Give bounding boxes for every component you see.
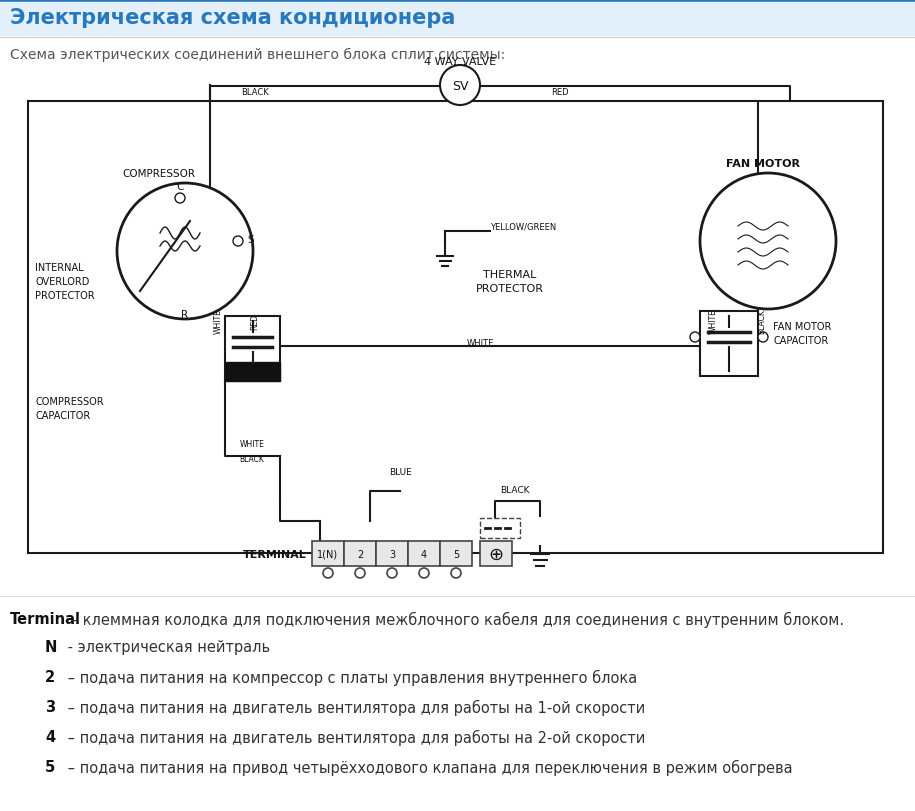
Circle shape [175, 194, 185, 204]
Text: FAN MOTOR: FAN MOTOR [726, 159, 800, 169]
Text: WHITE: WHITE [240, 440, 264, 449]
Bar [28, 102, 883, 553]
Text: WHITE: WHITE [467, 339, 494, 348]
Text: 2: 2 [45, 669, 55, 684]
Circle shape [419, 569, 429, 578]
Text: S: S [247, 234, 253, 245]
Circle shape [700, 174, 836, 310]
Text: 3: 3 [389, 549, 395, 559]
Circle shape [233, 237, 243, 247]
Text: Схема электрических соединений внешнего блока сплит системы:: Схема электрических соединений внешнего … [10, 48, 505, 62]
Text: BLUE: BLUE [389, 467, 412, 476]
Text: R: R [181, 310, 188, 320]
Bar [480, 541, 512, 566]
Text: Terminal: Terminal [10, 611, 81, 626]
Text: Электрическая схема кондиционера: Электрическая схема кондиционера [10, 8, 456, 28]
Text: FAN MOTOR
CAPACITOR: FAN MOTOR CAPACITOR [773, 322, 832, 346]
Circle shape [758, 333, 768, 342]
Text: SV: SV [452, 79, 468, 92]
Text: - клеммная колодка для подключения межблочного кабеля для соединения с внутренни: - клеммная колодка для подключения межбл… [68, 611, 845, 628]
Text: – подача питания на компрессор с платы управления внутреннего блока: – подача питания на компрессор с платы у… [63, 669, 637, 685]
Text: BLACK: BLACK [242, 88, 269, 97]
Text: TERMINAL: TERMINAL [243, 549, 307, 559]
Circle shape [117, 184, 253, 320]
Text: 4 WAY VALVE: 4 WAY VALVE [424, 57, 496, 67]
Text: WHITE: WHITE [708, 309, 717, 334]
Bar [312, 541, 344, 566]
Text: 4: 4 [421, 549, 427, 559]
Bar [225, 316, 280, 381]
Text: - электрическая нейтраль: - электрическая нейтраль [63, 639, 270, 654]
Circle shape [451, 569, 461, 578]
Circle shape [323, 569, 333, 578]
Text: 3: 3 [45, 699, 55, 714]
Circle shape [355, 569, 365, 578]
Text: ⊕: ⊕ [489, 545, 503, 563]
Text: COMPRESSOR
CAPACITOR: COMPRESSOR CAPACITOR [35, 397, 103, 420]
Circle shape [690, 333, 700, 342]
Text: BLACK: BLACK [501, 486, 530, 495]
Text: COMPRESSOR: COMPRESSOR [122, 169, 195, 178]
Text: 5: 5 [45, 759, 55, 774]
Bar [480, 518, 520, 539]
Text: – подача питания на двигатель вентилятора для работы на 2-ой скорости: – подача питания на двигатель вентилятор… [63, 729, 645, 745]
Text: C: C [177, 182, 184, 191]
Text: RED: RED [251, 314, 260, 329]
Bar [700, 311, 758, 376]
Bar [344, 541, 376, 566]
Bar [376, 541, 408, 566]
Text: 1(N): 1(N) [318, 549, 339, 559]
Bar [440, 541, 472, 566]
Text: 5: 5 [453, 549, 459, 559]
Text: – подача питания на привод четырёхходового клапана для переключения в режим обог: – подача питания на привод четырёхходово… [63, 759, 792, 775]
Bar [408, 541, 440, 566]
Text: RED: RED [551, 88, 569, 97]
Text: 4: 4 [45, 729, 55, 744]
Text: YELLOW/GREEN: YELLOW/GREEN [490, 222, 556, 231]
Text: 2: 2 [357, 549, 363, 559]
Text: – подача питания на двигатель вентилятора для работы на 1-ой скорости: – подача питания на двигатель вентилятор… [63, 699, 645, 715]
Text: THERMAL
PROTECTOR: THERMAL PROTECTOR [476, 270, 544, 294]
Text: WHITE: WHITE [213, 309, 222, 334]
Text: BLACK: BLACK [758, 309, 767, 334]
Text: N: N [45, 639, 58, 654]
Text: BLACK: BLACK [240, 455, 264, 464]
Text: INTERNAL
OVERLORD
PROTECTOR: INTERNAL OVERLORD PROTECTOR [35, 263, 94, 301]
Circle shape [440, 66, 480, 106]
Circle shape [387, 569, 397, 578]
